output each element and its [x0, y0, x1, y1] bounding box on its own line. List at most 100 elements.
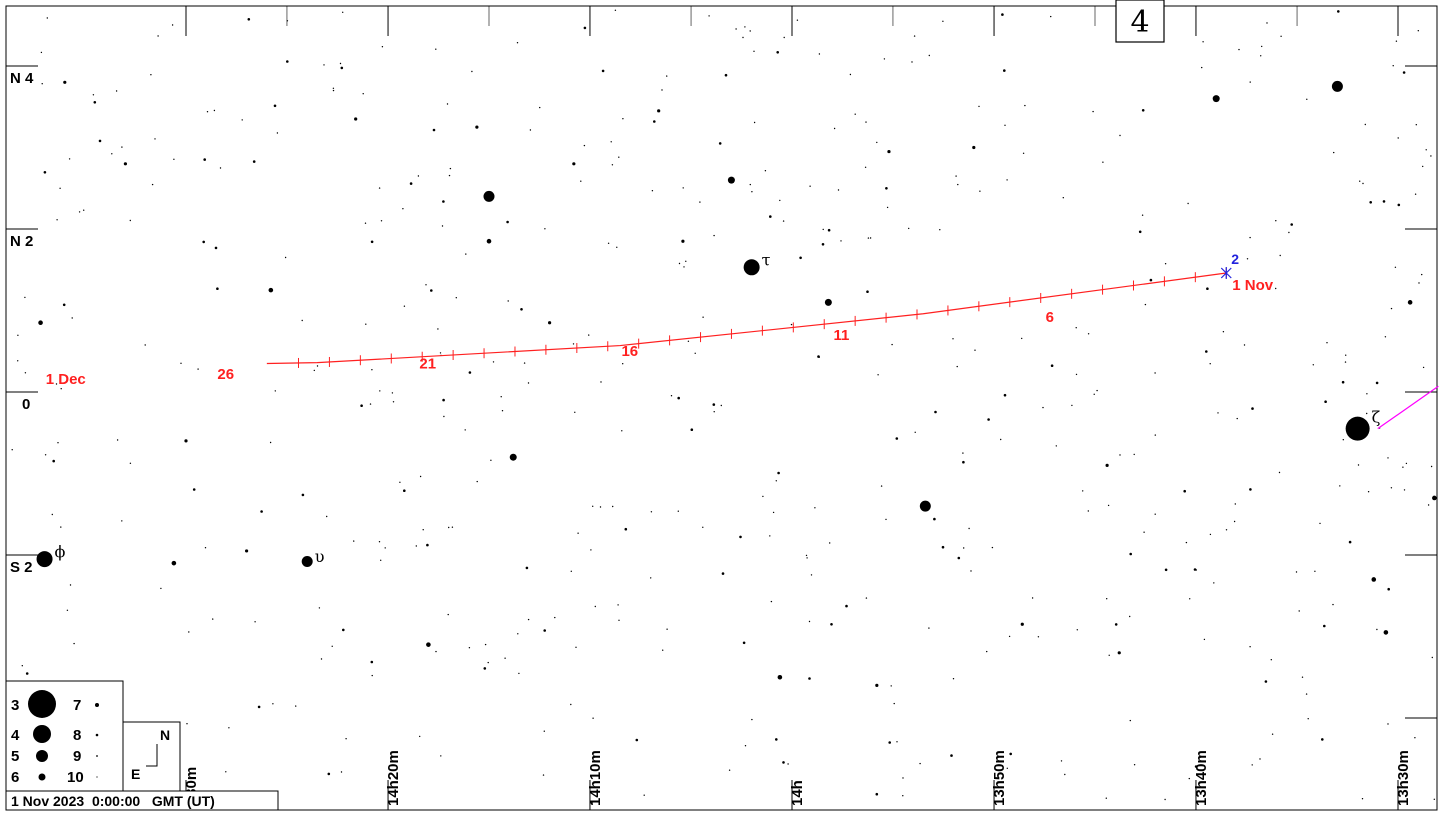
- faint-star: [432, 128, 436, 132]
- faint-star: [1037, 636, 1040, 638]
- star: [354, 117, 358, 121]
- faint-star: [364, 222, 367, 224]
- faint-star: [1321, 738, 1324, 741]
- faint-star: [1107, 504, 1110, 507]
- faint-star: [796, 19, 799, 21]
- faint-star: [902, 795, 904, 797]
- faint-star: [46, 17, 48, 19]
- faint-star: [864, 166, 867, 168]
- legend-dot-8: [95, 733, 99, 737]
- faint-star: [808, 677, 811, 680]
- named-star: [743, 259, 760, 276]
- faint-star: [529, 129, 532, 131]
- faint-star: [448, 174, 451, 177]
- faint-star: [516, 42, 519, 44]
- faint-star: [464, 429, 466, 431]
- faint-star: [43, 171, 47, 174]
- faint-star: [775, 738, 778, 741]
- faint-star: [1359, 180, 1361, 182]
- faint-star: [523, 362, 526, 364]
- faint-star: [869, 237, 872, 239]
- faint-star: [1342, 439, 1345, 441]
- faint-star: [353, 540, 355, 542]
- faint-star: [957, 556, 961, 560]
- faint-star: [501, 410, 504, 412]
- star: [824, 298, 832, 306]
- star: [509, 453, 517, 461]
- faint-star: [919, 762, 921, 765]
- faint-star: [1387, 587, 1390, 591]
- faint-star: [962, 452, 964, 454]
- faint-star: [1154, 434, 1157, 436]
- ra-axis-label: 13h30m: [1395, 750, 1412, 806]
- faint-star: [1187, 202, 1189, 205]
- faint-star: [933, 517, 936, 521]
- faint-star: [592, 505, 594, 507]
- faint-star: [71, 317, 73, 319]
- faint-star: [1390, 487, 1393, 489]
- chart-frame: [5, 5, 1438, 811]
- faint-star: [1222, 331, 1225, 333]
- faint-star: [543, 730, 545, 732]
- faint-star: [284, 256, 287, 259]
- faint-star: [880, 485, 883, 487]
- faint-star: [439, 352, 442, 354]
- faint-star: [913, 35, 916, 37]
- faint-star: [1403, 489, 1406, 491]
- faint-star: [1275, 287, 1277, 290]
- timestamp: 1 Nov 2023 0:00:00 GMT (UT): [11, 793, 215, 809]
- faint-star: [21, 665, 23, 667]
- faint-star: [1415, 124, 1418, 126]
- faint-star: [25, 672, 29, 675]
- faint-star: [1339, 485, 1341, 487]
- faint-star: [941, 545, 945, 549]
- faint-star: [1249, 81, 1251, 83]
- faint-star: [1425, 149, 1427, 151]
- star: [681, 239, 685, 243]
- faint-star: [17, 360, 19, 362]
- faint-star: [441, 225, 444, 227]
- dec-axis-label: N 2: [10, 233, 33, 250]
- faint-star: [769, 215, 772, 218]
- dec-axis-label: 0: [22, 396, 30, 413]
- faint-star: [583, 144, 586, 147]
- faint-star: [776, 51, 779, 54]
- faint-star: [484, 643, 487, 646]
- faint-star: [160, 587, 162, 590]
- legend-mag-8: 8: [73, 727, 81, 744]
- faint-star: [1119, 454, 1121, 456]
- faint-star: [517, 633, 519, 635]
- faint-star: [1251, 764, 1253, 766]
- faint-star: [617, 604, 619, 606]
- faint-star: [790, 323, 793, 326]
- faint-star: [978, 105, 980, 108]
- faint-star: [1430, 465, 1433, 468]
- faint-star: [643, 794, 645, 796]
- faint-star: [914, 431, 916, 433]
- faint-star: [202, 240, 205, 244]
- faint-star: [885, 518, 887, 521]
- faint-star: [1202, 41, 1204, 43]
- faint-star: [192, 488, 196, 491]
- faint-star: [1055, 445, 1058, 447]
- faint-star: [1395, 40, 1398, 42]
- faint-star: [83, 209, 85, 211]
- faint-star: [203, 158, 206, 161]
- faint-star: [1348, 540, 1352, 544]
- faint-star: [751, 718, 753, 721]
- faint-star: [827, 228, 831, 232]
- faint-star: [979, 190, 981, 192]
- faint-star: [895, 437, 899, 440]
- faint-star: [1225, 529, 1228, 531]
- faint-star: [621, 430, 623, 432]
- faint-star: [111, 153, 113, 155]
- faint-star: [702, 316, 704, 318]
- faint-star: [1189, 598, 1191, 600]
- faint-star: [888, 741, 891, 744]
- faint-star: [805, 554, 808, 557]
- faint-star: [1366, 412, 1368, 415]
- faint-star: [735, 28, 737, 30]
- faint-star: [365, 323, 367, 325]
- faint-star: [653, 120, 656, 123]
- faint-star: [1288, 231, 1290, 234]
